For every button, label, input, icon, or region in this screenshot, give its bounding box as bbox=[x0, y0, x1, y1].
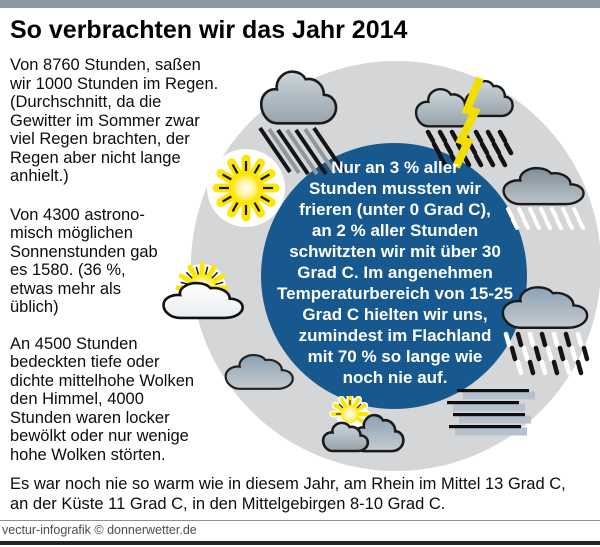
sun-white-cloud-icon bbox=[156, 261, 250, 324]
paragraph-rain-hours: Von 8760 Stunden, saßen wir 1000 Stunden… bbox=[10, 56, 219, 185]
heavy-rain-cloud-icon bbox=[494, 286, 596, 376]
left-text-column: Von 8760 Stunden, saßen wir 1000 Stunden… bbox=[10, 56, 232, 484]
temperature-text: Nur an 3 % aller Stunden mussten wir fri… bbox=[277, 158, 513, 387]
top-bar bbox=[0, 0, 600, 8]
footer-divider bbox=[0, 520, 600, 521]
lightning-bolt-icon bbox=[452, 76, 484, 169]
fog-icon bbox=[447, 389, 535, 436]
bright-sun-icon bbox=[207, 149, 285, 227]
page-title: So verbrachten wir das Jahr 2014 bbox=[10, 16, 408, 44]
rain-cloud-icon bbox=[258, 68, 346, 176]
credit-text: vectur-infografik © donnerwetter.de bbox=[2, 523, 197, 537]
paragraph-cloud-hours: An 4500 Stunden bedeckten tiefe oder dic… bbox=[10, 334, 195, 464]
bottom-bar bbox=[0, 541, 600, 545]
summary-text: Es war noch nie so warm wie in diesem Ja… bbox=[10, 475, 566, 513]
sun-behind-clouds-icon bbox=[314, 396, 408, 458]
paragraph-sun-hours: Von 4300 astrono- misch möglichen Sonnen… bbox=[10, 205, 158, 317]
grey-cloud-icon bbox=[220, 352, 300, 394]
sleet-cloud-icon bbox=[498, 163, 585, 230]
thunderstorm-icon bbox=[408, 76, 533, 169]
temperature-circle bbox=[261, 143, 527, 409]
